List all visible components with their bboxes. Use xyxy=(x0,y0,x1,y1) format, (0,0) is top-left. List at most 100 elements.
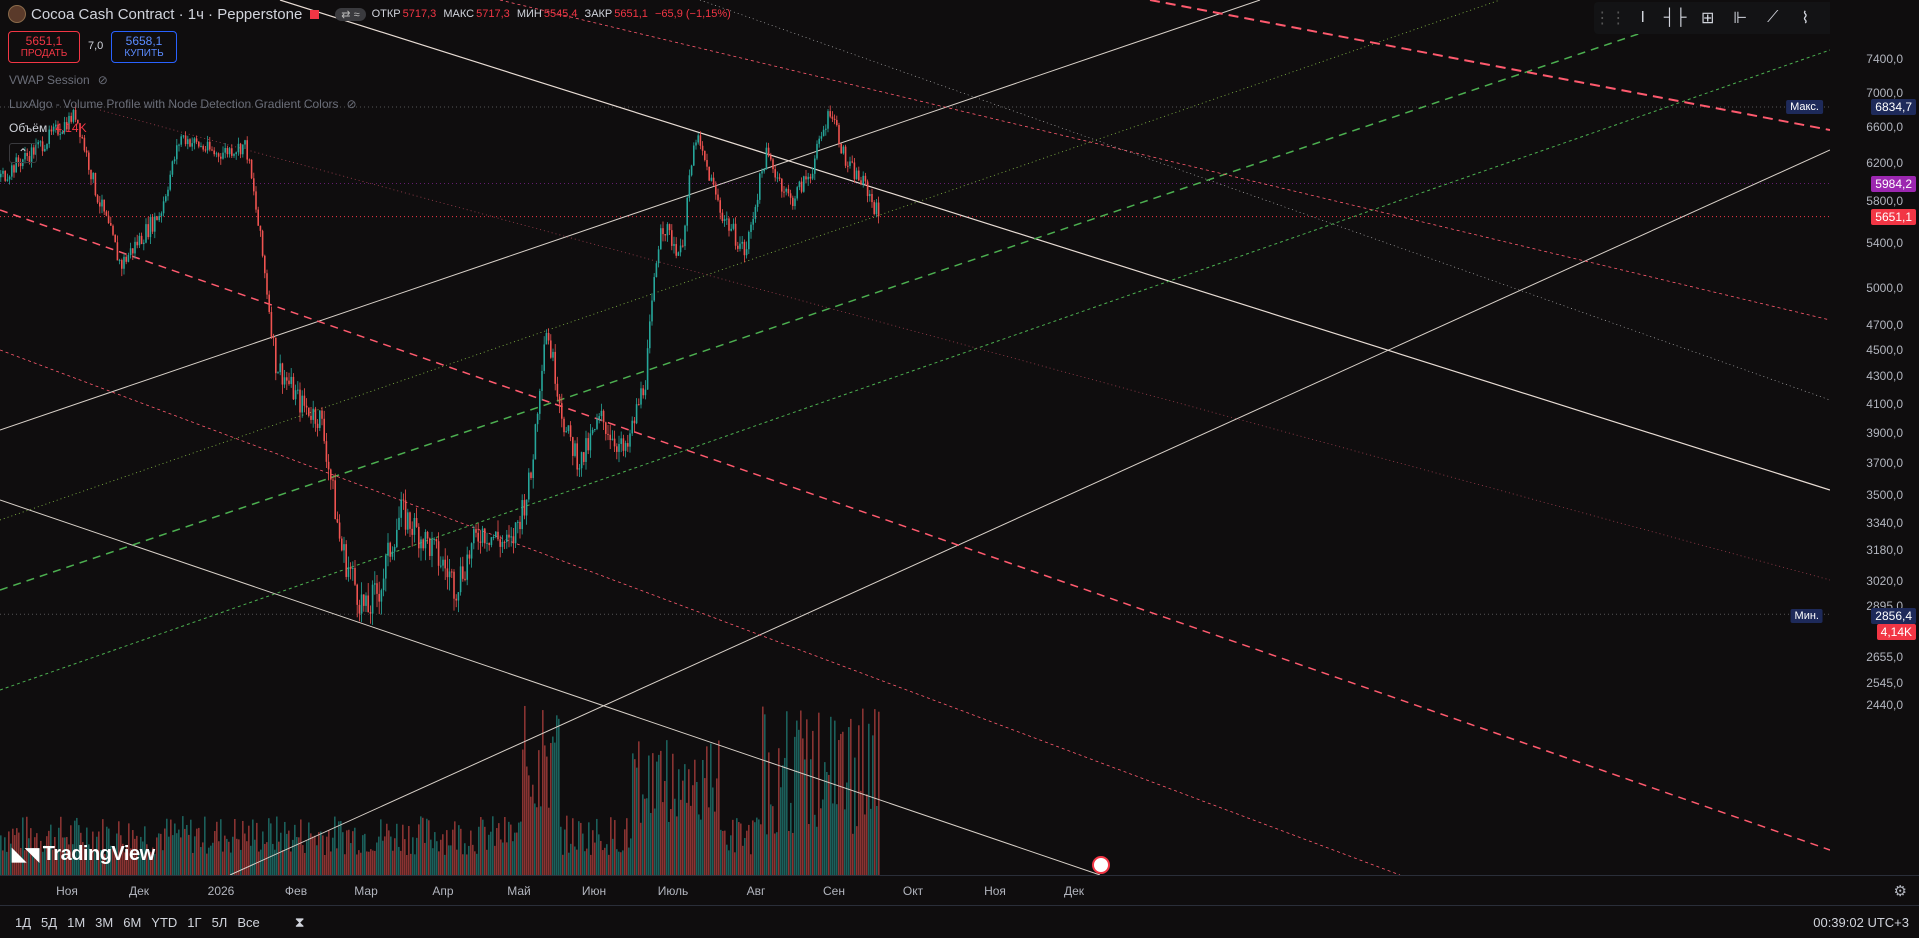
clock[interactable]: 00:39:02 UTC+3 xyxy=(1813,914,1909,930)
volume-bar xyxy=(506,842,508,875)
volume-bar xyxy=(432,848,434,875)
candle-body xyxy=(451,571,453,573)
candle-body xyxy=(574,443,576,456)
volume-bar xyxy=(796,720,798,875)
volume-bar xyxy=(448,845,450,875)
volume-bar xyxy=(412,837,414,875)
volume-bar xyxy=(154,853,156,875)
candle-body xyxy=(464,578,466,580)
eye-hidden-icon[interactable]: ⊘ xyxy=(97,73,108,87)
candle-body xyxy=(690,165,693,176)
candle-body xyxy=(385,555,387,579)
range-button-6М[interactable]: 6М xyxy=(123,914,142,930)
volume-bar xyxy=(514,832,516,875)
us-flag-icon[interactable] xyxy=(1092,856,1110,874)
candle-body xyxy=(660,228,662,250)
volume-bar xyxy=(622,850,624,875)
chart-canvas[interactable] xyxy=(0,0,1830,875)
eye-hidden-icon[interactable]: ⊘ xyxy=(346,97,357,111)
volume-bar xyxy=(6,851,8,875)
candle-body xyxy=(481,528,484,543)
candle-body xyxy=(556,383,559,397)
volume-bar xyxy=(576,849,578,875)
volume-bar xyxy=(222,851,224,875)
price-axis[interactable]: 7400,0 7000,0 6600,0 6200,0 5800,0 5400,0 5000… xyxy=(1830,0,1919,875)
candle-body xyxy=(202,146,204,150)
range-button-5Д[interactable]: 5Д xyxy=(41,914,58,930)
candle-body xyxy=(140,235,143,245)
max-label: Макс. xyxy=(1786,100,1823,114)
volume-bar xyxy=(776,832,778,875)
range-button-5Л[interactable]: 5Л xyxy=(211,914,228,930)
volume-bar xyxy=(138,854,140,875)
volume-bar xyxy=(636,767,638,875)
volume-bar xyxy=(278,841,280,875)
price-tick-label: 3900,0 xyxy=(1866,426,1903,440)
volume-bar xyxy=(262,831,264,875)
collapse-legend-button[interactable]: ⌃ xyxy=(9,143,37,163)
buy-button[interactable]: 5658,1 КУПИТЬ xyxy=(111,31,177,63)
chart-area[interactable] xyxy=(0,0,1830,875)
range-button-1Г[interactable]: 1Г xyxy=(187,914,202,930)
candle-body xyxy=(165,196,167,202)
grid-icon[interactable]: ⊞ xyxy=(1701,10,1715,27)
candle-body xyxy=(114,234,116,243)
alert-marker-icon[interactable] xyxy=(310,9,320,19)
volume-bar xyxy=(172,835,174,875)
candle-body xyxy=(11,165,13,177)
brand-text: TradingView xyxy=(42,843,155,865)
polyline-icon[interactable]: ⌇ xyxy=(1801,10,1810,27)
volume-bar xyxy=(590,854,592,875)
drag-handle-icon[interactable]: ⋮⋮ xyxy=(1594,10,1627,27)
candle-body xyxy=(567,425,570,432)
candle-body xyxy=(847,165,849,167)
visibility-toggle-icon[interactable]: ⇄ ≈ xyxy=(335,7,366,21)
volume-bar xyxy=(474,851,476,875)
candle-body xyxy=(286,377,288,381)
axis-settings-icon[interactable]: ⚙ xyxy=(1893,883,1907,900)
candle-body xyxy=(422,539,424,549)
price-tick-label: 5400,0 xyxy=(1866,236,1903,250)
fork-icon[interactable]: ⊩ xyxy=(1733,10,1748,27)
candle-body xyxy=(508,534,510,538)
range-button-Все[interactable]: Все xyxy=(237,914,260,930)
volume-bar xyxy=(406,854,408,875)
date-range-icon[interactable]: ⧗ xyxy=(294,913,305,930)
range-button-3М[interactable]: 3М xyxy=(95,914,114,930)
candle-body xyxy=(308,407,310,416)
trend-line-icon[interactable]: ⟋ xyxy=(1767,9,1779,26)
candle-body xyxy=(224,147,226,153)
sell-button[interactable]: 5651,1 ПРОДАТЬ xyxy=(8,31,80,63)
volume-bar xyxy=(140,836,142,875)
symbol-title[interactable]: Cocoa Cash Contract · 1ч · Pepperstone xyxy=(31,5,303,23)
candle-body xyxy=(853,162,856,180)
time-axis[interactable]: ⚙ Ноя Дек 2026 Фев Мар Апр Май Июн Июль Авг Сен Окт… xyxy=(0,875,1919,905)
volume-bar xyxy=(696,781,698,875)
volume-bar xyxy=(588,822,590,875)
bars-icon[interactable]: ┤├ xyxy=(1663,9,1687,26)
candle-body xyxy=(646,348,649,390)
volume-bar xyxy=(858,725,860,875)
candle-body xyxy=(418,526,420,549)
candle-body xyxy=(561,403,563,419)
volume-bar xyxy=(532,784,534,875)
candle-body xyxy=(167,189,169,197)
vwap-legend[interactable]: VWAP Session ⊘ xyxy=(9,73,108,87)
volume-bar xyxy=(740,823,742,875)
volume-bar xyxy=(178,829,180,875)
range-button-1М[interactable]: 1М xyxy=(67,914,86,930)
volume-bar xyxy=(750,854,752,875)
volume-bar xyxy=(338,821,340,875)
volume-bar xyxy=(682,780,684,875)
volume-legend[interactable]: Объём 4,14K xyxy=(9,121,87,135)
candle-body xyxy=(585,438,587,462)
range-button-1Д[interactable]: 1Д xyxy=(15,914,32,930)
red-dot-line xyxy=(0,349,1401,875)
range-button-YTD[interactable]: YTD xyxy=(151,914,178,930)
text-cursor-icon[interactable]: I xyxy=(1640,9,1645,26)
candle-body xyxy=(532,459,534,479)
candle-body xyxy=(825,128,827,130)
luxalgo-legend[interactable]: LuxAlgo - Volume Profile with Node Detec… xyxy=(9,97,357,111)
candle-body xyxy=(57,124,59,135)
candle-body xyxy=(420,539,422,549)
